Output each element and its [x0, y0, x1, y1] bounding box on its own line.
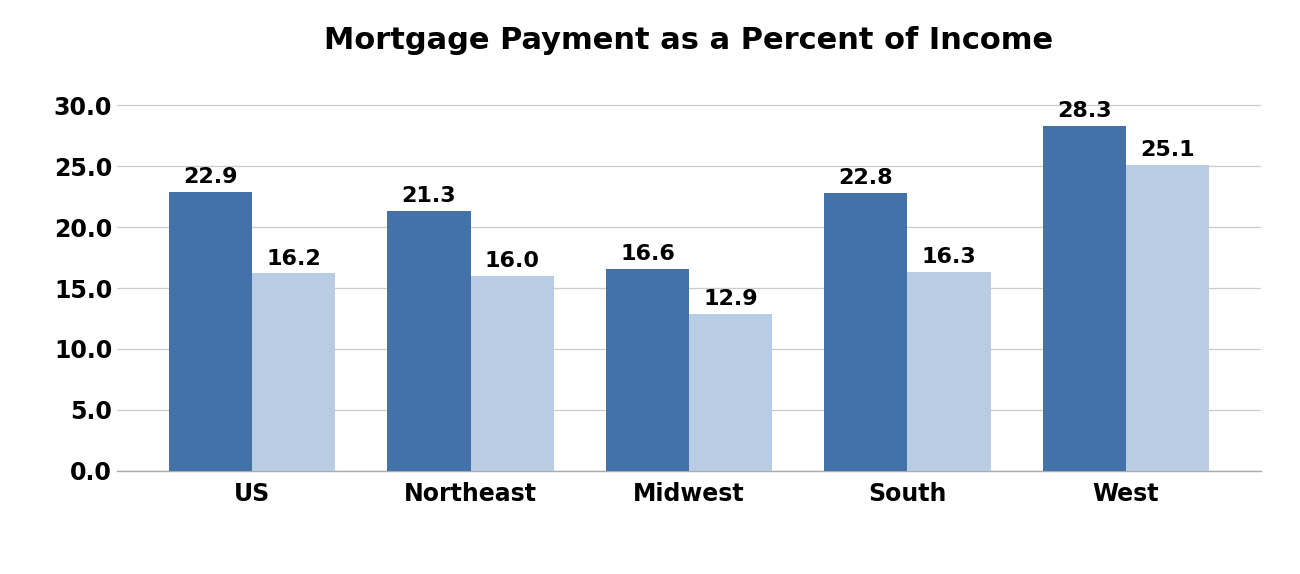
Bar [907, 272, 991, 471]
Bar [689, 313, 772, 471]
Text: 16.0: 16.0 [485, 251, 540, 271]
Text: 25.1: 25.1 [1140, 140, 1195, 160]
Text: 16.2: 16.2 [266, 249, 321, 269]
Legend: 2022, 2021: 2022, 2021 [566, 570, 812, 574]
Text: 22.9: 22.9 [183, 167, 238, 187]
Bar [169, 192, 252, 471]
Bar [1043, 126, 1126, 471]
Text: 16.3: 16.3 [922, 247, 976, 267]
Bar [471, 276, 554, 471]
Bar [387, 211, 471, 471]
Text: 16.6: 16.6 [620, 244, 675, 263]
Bar [824, 193, 907, 471]
Text: 21.3: 21.3 [402, 187, 456, 207]
Bar [606, 269, 689, 471]
Text: 12.9: 12.9 [703, 289, 758, 309]
Bar [1126, 165, 1209, 471]
Text: 22.8: 22.8 [838, 168, 893, 188]
Text: 28.3: 28.3 [1057, 101, 1112, 121]
Bar [252, 273, 335, 471]
Title: Mortgage Payment as a Percent of Income: Mortgage Payment as a Percent of Income [325, 26, 1053, 56]
